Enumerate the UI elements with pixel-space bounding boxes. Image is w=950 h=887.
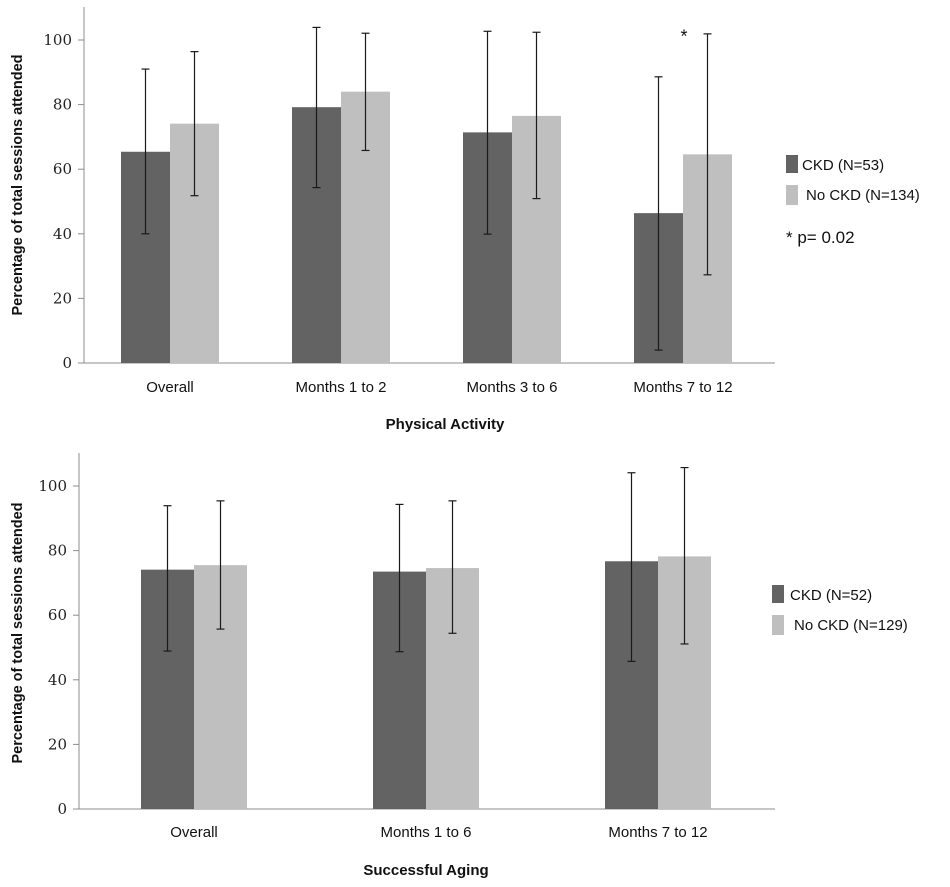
legend-label-no-ckd: No CKD (N=129) — [794, 617, 908, 634]
x-category-label: Months 3 to 6 — [467, 379, 558, 396]
y-tick-label: 20 — [48, 735, 67, 753]
x-category-label: Overall — [170, 824, 218, 841]
significance-star: * — [680, 26, 687, 46]
y-tick-label: 0 — [57, 800, 67, 818]
x-category-label: Overall — [146, 379, 194, 396]
x-axis-title: Successful Aging — [363, 862, 488, 879]
y-tick-label: 80 — [53, 96, 72, 114]
y-tick-label: 100 — [43, 31, 72, 49]
y-tick-label: 80 — [48, 542, 67, 560]
legend-swatch-no-ckd — [786, 185, 798, 205]
y-axis-label: Percentage of total sessions attended — [10, 54, 26, 315]
y-tick-label: 40 — [53, 225, 72, 243]
y-tick-label: 100 — [38, 477, 67, 495]
legend-swatch-no-ckd — [772, 615, 784, 635]
legend-label-no-ckd: No CKD (N=134) — [806, 187, 920, 204]
x-category-label: Months 7 to 12 — [608, 824, 707, 841]
y-tick-label: 40 — [48, 671, 67, 689]
y-axis-label: Percentage of total sessions attended — [10, 502, 26, 763]
chart-panel-2: 0 20 40 60 80 100 Percentage of total sessions… — [10, 453, 908, 879]
legend-swatch-ckd — [772, 585, 784, 603]
x-category-label: Months 1 to 2 — [296, 379, 387, 396]
x-axis-title: Physical Activity — [386, 416, 505, 433]
y-tick-label: 60 — [48, 606, 67, 624]
legend: CKD (N=53) No CKD (N=134) — [786, 155, 920, 205]
legend-label-ckd: CKD (N=52) — [790, 587, 872, 604]
legend: CKD (N=52) No CKD (N=129) — [772, 585, 908, 635]
y-tick-label: 20 — [53, 289, 72, 307]
legend-swatch-ckd — [786, 155, 798, 173]
chart-panel-1: 0 20 40 60 80 100 Percentage of total sessions… — [10, 7, 920, 433]
p-value-note: * p= 0.02 — [786, 228, 855, 247]
y-tick-label: 0 — [62, 354, 72, 372]
y-tick-label: 60 — [53, 160, 72, 178]
x-category-label: Months 7 to 12 — [633, 379, 732, 396]
legend-label-ckd: CKD (N=53) — [802, 157, 884, 174]
x-category-label: Months 1 to 6 — [381, 824, 472, 841]
